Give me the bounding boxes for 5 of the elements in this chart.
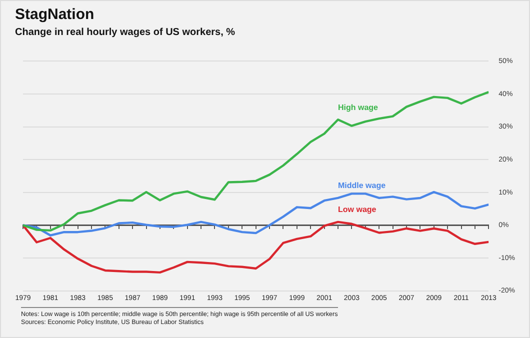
chart-subtitle: Change in real hourly wages of US workers, %	[15, 27, 236, 38]
series-label: Middle wage	[338, 181, 386, 190]
series-label: Low wage	[338, 205, 377, 214]
chart-title: StagNation	[15, 6, 94, 23]
series-label: High wage	[338, 102, 379, 112]
